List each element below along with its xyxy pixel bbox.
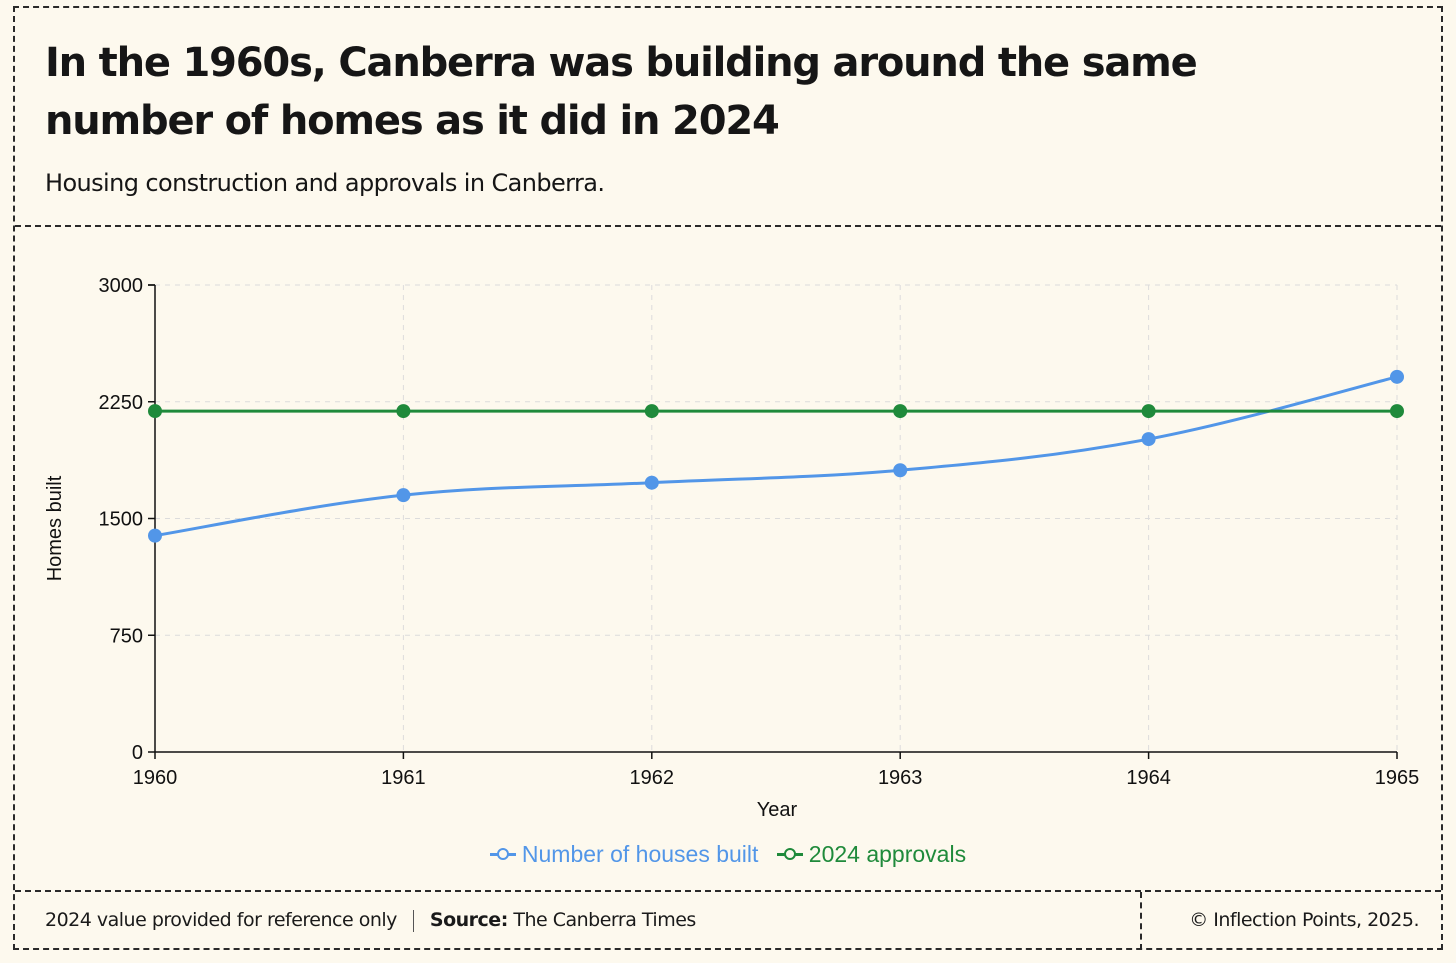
y-axis-title: Homes built [44,475,66,581]
footer-divider [412,909,414,932]
legend: Number of houses built 2024 approvals [15,839,1441,868]
chart-frame: In the 1960s, Canberra was building arou… [13,6,1443,950]
legend-marker-icon [776,848,803,860]
footer: 2024 value provided for reference only So… [15,890,1441,950]
legend-item-2024-approvals[interactable]: 2024 approvals [776,840,967,868]
y-tick-label-4: 3000 [99,275,144,297]
series-0-point-0 [148,528,162,543]
legend-item-houses-built[interactable]: Number of houses built [489,840,759,868]
chart-area: 0 750 1500 2250 3000 1960 1961 1962 1963 1964 1965… [15,227,1441,891]
copyright-box: © Inflection Points, 2025. [1140,892,1445,950]
x-tick-label-2: 1962 [630,767,675,789]
series-0-point-1 [396,488,411,503]
series-0-point-4 [1141,432,1156,447]
reference-note: 2024 value provided for reference only [45,909,397,931]
series-1-point-2 [644,404,659,419]
x-tick-label-4: 1964 [1126,767,1171,789]
chart-subtitle: Housing construction and approvals in Ca… [45,169,605,197]
y-tick-label-0: 0 [132,742,143,764]
x-tick-label-5: 1965 [1375,767,1420,789]
x-tick-label-0: 1960 [133,767,178,789]
y-tick-label-2: 1500 [99,509,144,531]
series-1-point-1 [396,404,411,419]
series-0-point-5 [1390,369,1404,384]
y-tick-label-3: 2250 [99,392,144,414]
series-1-point-4 [1141,404,1156,419]
series-1-point-5 [1390,404,1404,419]
line-chart: 0 750 1500 2250 3000 1960 1961 1962 1963 1964 1965… [44,275,1420,821]
chart-title: In the 1960s, Canberra was building arou… [45,40,1198,144]
series-0-point-3 [893,463,908,478]
x-axis-title: Year [757,799,798,821]
source-label: Source: [429,909,508,931]
footer-notes: 2024 value provided for reference only So… [45,909,696,932]
x-tick-label-3: 1963 [878,767,923,789]
legend-label-2024-approvals: 2024 approvals [808,840,967,867]
x-tick-label-1: 1961 [381,767,426,789]
copyright: © Inflection Points, 2025. [1189,909,1419,931]
series-1-point-0 [148,404,162,419]
header: In the 1960s, Canberra was building arou… [15,8,1441,227]
legend-marker-icon [489,848,516,860]
source-value: The Canberra Times [513,909,696,931]
series-line-0 [154,375,1398,538]
y-tick-label-1: 750 [110,625,143,647]
legend-label-houses-built: Number of houses built [521,840,759,867]
series-0-point-2 [644,475,659,490]
series-1-point-3 [893,404,908,419]
